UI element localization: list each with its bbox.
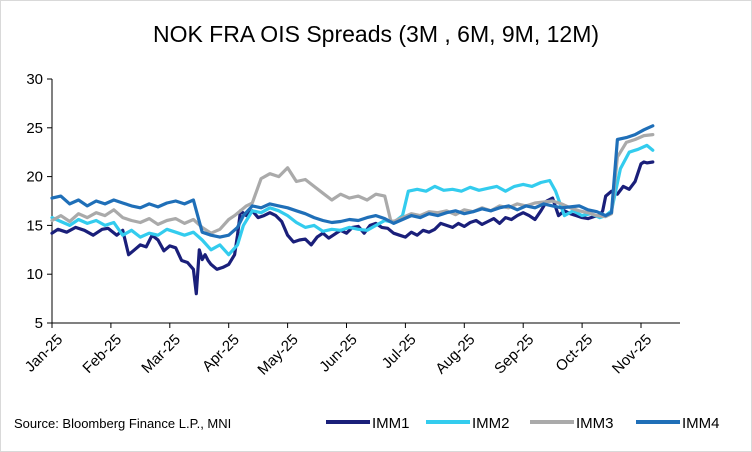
legend-label-imm3: IMM3: [576, 415, 614, 432]
x-tick-label: May-25: [254, 331, 301, 378]
y-tick-label: 15: [26, 217, 43, 234]
series-line-imm1: [50, 160, 655, 296]
x-tick-label: Jan-25: [22, 331, 66, 375]
legend: IMM1 IMM2 IMM3 IMM4: [326, 415, 720, 432]
source-note: Source: Bloomberg Finance L.P., MNI: [14, 416, 231, 431]
y-axis: 5 10 15 20 25 30: [26, 71, 53, 332]
x-tick-label: Jun-25: [316, 331, 360, 375]
x-tick-label: Oct-25: [552, 331, 596, 375]
series-line-imm3: [50, 133, 655, 235]
legend-label-imm1: IMM1: [372, 415, 410, 432]
x-tick-label: Sep-25: [491, 331, 537, 377]
series-line-imm2: [50, 143, 655, 257]
x-tick-label: Jul-25: [379, 331, 420, 372]
y-tick-label: 5: [35, 315, 43, 332]
x-tick-label: Feb-25: [79, 331, 125, 377]
x-tick-label: Mar-25: [138, 331, 184, 377]
x-axis: Jan-25 Feb-25 Mar-25 Apr-25 May-25 Jun-25 Jul-…: [22, 322, 680, 379]
series-line-imm4: [50, 124, 655, 239]
y-tick-label: 25: [26, 120, 43, 137]
series-layer: [50, 124, 655, 296]
x-tick-label: Nov-25: [609, 331, 655, 377]
legend-label-imm4: IMM4: [682, 415, 720, 432]
y-tick-label: 30: [26, 71, 43, 88]
chart-title: NOK FRA OIS Spreads (3M , 6M, 9M, 12M): [153, 21, 599, 47]
y-tick-label: 10: [26, 266, 43, 283]
legend-label-imm2: IMM2: [472, 415, 510, 432]
y-tick-label: 20: [26, 169, 43, 186]
x-tick-label: Apr-25: [199, 331, 243, 375]
x-tick-label: Aug-25: [432, 331, 478, 377]
